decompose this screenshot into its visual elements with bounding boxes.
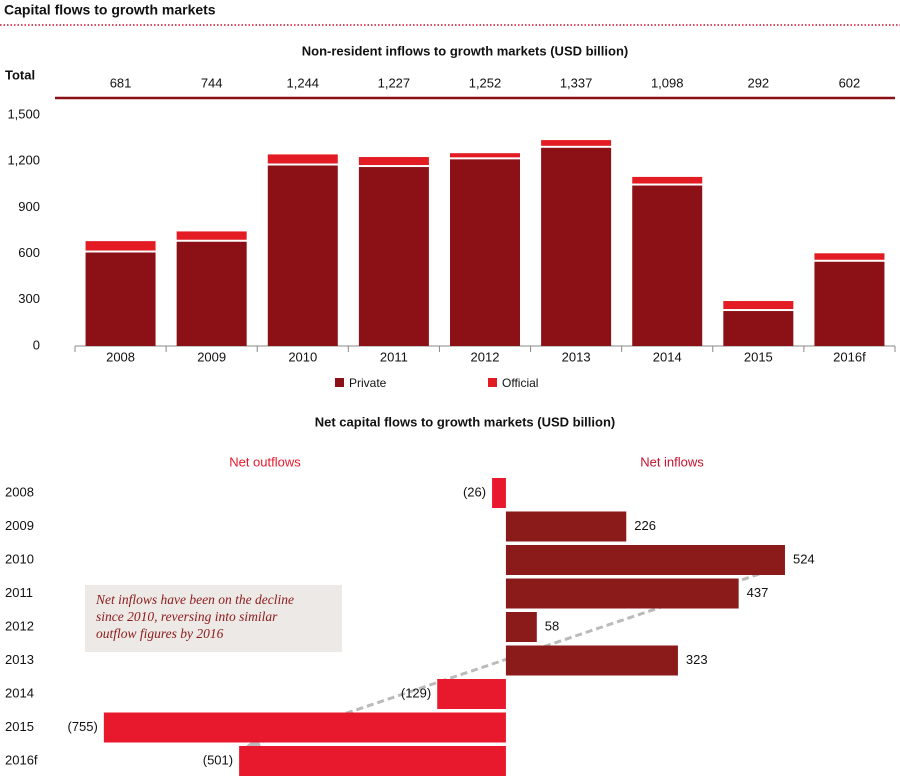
bar-segment	[632, 185, 703, 346]
y-tick-label: 2009	[5, 518, 34, 533]
value-label: 58	[545, 618, 559, 633]
value-label: (755)	[67, 719, 97, 734]
bar-segment	[85, 252, 156, 346]
bar	[103, 712, 506, 743]
bar-segment	[541, 147, 612, 346]
annotation: outflow figures by 2016	[96, 626, 224, 641]
value-label: 323	[686, 652, 708, 667]
y-tick-label: 900	[18, 199, 40, 214]
y-tick-label: 1,500	[7, 106, 40, 121]
bar-segment	[267, 165, 338, 346]
x-tick-label: 2013	[562, 349, 591, 364]
legend-swatch	[335, 378, 344, 387]
value-label: 226	[634, 518, 656, 533]
bar	[505, 578, 739, 609]
bar	[505, 511, 627, 542]
total-label: 602	[839, 75, 861, 90]
bar-segment	[176, 241, 247, 346]
bar-segment	[632, 176, 703, 184]
legend-swatch	[488, 378, 497, 387]
total-label: 1,337	[560, 75, 593, 90]
total-label: 292	[747, 75, 769, 90]
legend-label: Official	[502, 376, 538, 390]
totals-label: Total	[5, 67, 35, 82]
bar-segment	[450, 159, 520, 346]
x-tick-label: 2015	[744, 349, 773, 364]
x-tick-label: 2016f	[833, 349, 866, 364]
value-label: (26)	[463, 484, 486, 499]
bar-segment	[358, 157, 429, 166]
x-tick-label: 2014	[653, 349, 682, 364]
x-tick-label: 2008	[106, 349, 135, 364]
bar	[239, 746, 506, 776]
x-tick-label: 2011	[380, 349, 408, 364]
y-tick-label: 600	[18, 245, 40, 260]
value-label: 524	[793, 551, 815, 566]
y-tick-label: 2014	[5, 685, 34, 700]
bar	[505, 645, 678, 676]
positive-label: Net inflows	[640, 454, 704, 469]
bar-segment	[814, 253, 885, 260]
bar-segment	[450, 153, 520, 158]
y-tick-label: 2008	[5, 484, 34, 499]
bar-segment	[176, 231, 247, 240]
chart-title: Net capital flows to growth markets (USD…	[315, 414, 615, 429]
value-label: 437	[747, 585, 769, 600]
y-tick-label: 2015	[5, 719, 34, 734]
chart-title: Non-resident inflows to growth markets (…	[302, 43, 628, 58]
y-tick-label: 1,200	[7, 153, 40, 168]
total-label: 1,252	[469, 75, 502, 90]
legend-label: Private	[349, 376, 387, 390]
bar-segment	[541, 140, 612, 146]
total-label: 1,227	[378, 75, 411, 90]
bar	[437, 679, 506, 709]
annotation-box	[85, 585, 342, 652]
negative-label: Net outflows	[229, 454, 301, 469]
total-label: 681	[110, 75, 132, 90]
x-tick-label: 2010	[288, 349, 317, 364]
bar	[505, 612, 537, 642]
y-tick-label: 2010	[5, 551, 34, 566]
annotation: Net inflows have been on the decline	[95, 592, 294, 607]
total-label: 1,098	[651, 75, 684, 90]
y-tick-label: 2011	[5, 585, 33, 600]
y-tick-label: 2013	[5, 652, 34, 667]
bar-segment	[85, 241, 156, 251]
page-title: Capital flows to growth markets	[4, 2, 216, 18]
x-tick-label: 2009	[197, 349, 226, 364]
bar-segment	[723, 311, 794, 346]
bar-segment	[814, 261, 885, 346]
y-tick-label: 300	[18, 291, 40, 306]
value-label: (129)	[401, 685, 431, 700]
x-tick-label: 2012	[471, 349, 500, 364]
y-tick-label: 2012	[5, 618, 34, 633]
y-tick-label: 2016f	[5, 752, 38, 767]
bar-segment	[267, 154, 338, 164]
bar	[505, 545, 785, 575]
total-label: 1,244	[287, 75, 320, 90]
bar-segment	[723, 301, 794, 310]
y-tick-label: 0	[33, 337, 40, 352]
bar-segment	[358, 167, 429, 346]
value-label: (501)	[203, 752, 233, 767]
annotation: since 2010, reversing into similar	[96, 609, 278, 624]
bar	[492, 478, 506, 508]
total-label: 744	[201, 75, 223, 90]
